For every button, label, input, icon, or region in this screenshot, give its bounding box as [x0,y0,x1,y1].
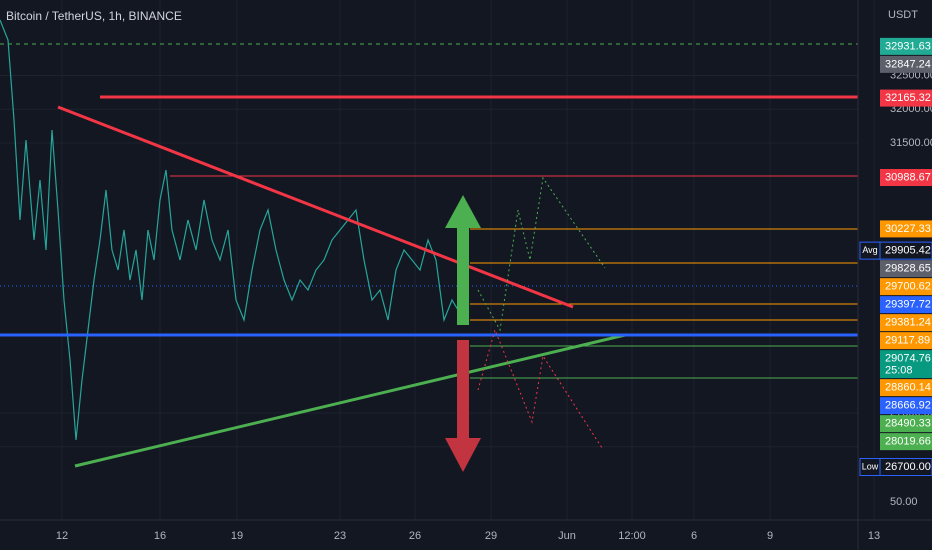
x-tick-label: 16 [154,530,166,542]
price-tag [880,314,932,332]
trendline [57,105,574,309]
price-tag-label: 32847.24 [885,58,931,70]
chart-title: Bitcoin / TetherUS, 1h, BINANCE [6,9,182,23]
x-tick-label: 19 [231,530,243,542]
price-tag-label: 32165.32 [885,92,931,104]
price-tag-label: 29074.76 [885,353,931,365]
price-tag-label: 28666.92 [885,400,931,412]
price-tag-label: 29117.89 [885,335,930,347]
price-tag-label: 26700.00 [885,461,931,473]
arrow-down-head [445,438,481,472]
price-tag [880,278,932,296]
price-tag-label: 29381.24 [885,317,931,329]
arrow-up [457,225,469,325]
price-tag [880,433,932,451]
price-tag [880,379,932,397]
price-tag [880,169,932,187]
price-tag [880,296,932,314]
x-tick-label: 12:00 [618,530,646,542]
price-tag [880,397,932,415]
price-tag-label: 29700.62 [885,281,931,293]
price-tag [880,37,932,55]
tag-badge [859,458,881,476]
price-tag-label: 28490.33 [885,418,931,430]
x-tick-label: 26 [409,530,421,542]
x-tick-label: 23 [334,530,346,542]
price-tag-label: 32931.63 [885,40,931,52]
price-tag-label: 28860.14 [885,382,931,394]
price-tag [880,260,932,278]
trendline [74,333,626,468]
price-line [0,19,463,441]
y-extra-label: 50.00 [890,496,918,508]
arrow-up-head [445,195,481,228]
price-tag-label: 30227.33 [885,223,931,235]
x-tick-label: 13 [868,530,880,542]
x-tick-label: 9 [767,530,773,542]
y-tick-label: 31500.00 [890,137,932,149]
projection [477,328,603,449]
price-tag [880,350,932,379]
price-tag-label: 29905.42 [885,245,931,257]
tag-badge-label: Low [862,461,879,471]
price-tag [880,332,932,350]
price-tag-label: 29828.65 [885,263,931,275]
price-tag [880,89,932,107]
countdown: 25:08 [885,365,913,377]
x-tick-label: 29 [485,530,497,542]
price-tag-label: 30988.67 [885,171,931,183]
price-tag [880,415,932,433]
price-tag [880,220,932,238]
arrow-down [457,340,469,440]
tag-badge [859,241,881,260]
price-tag-label: 29397.72 [885,299,931,311]
price-tag [880,55,932,73]
x-tick-label: 6 [691,530,697,542]
x-tick-label: 12 [56,530,68,542]
tag-badge-label: Avg [862,245,877,255]
currency: USDT [888,9,918,21]
x-tick-label: Jun [558,530,576,542]
price-tag-label: 28019.66 [885,436,931,448]
